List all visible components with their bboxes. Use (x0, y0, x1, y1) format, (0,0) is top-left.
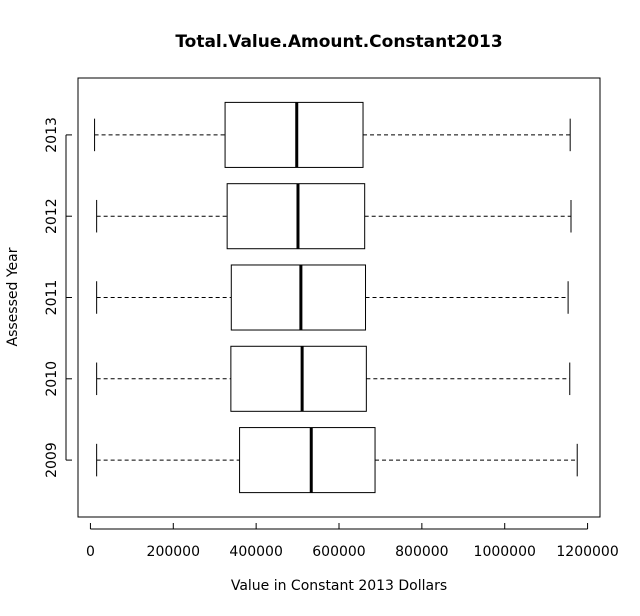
x-tick-label-5: 1000000 (474, 544, 536, 560)
iqr-box-2012 (226, 183, 366, 250)
y-axis: 2009 2010 2011 2012 2013 (44, 117, 72, 478)
boxes-layer (94, 101, 578, 494)
box-2012 (96, 183, 572, 250)
x-tick-label-6: 1200000 (556, 544, 618, 560)
x-tick-label-0: 0 (86, 544, 95, 560)
box-2011 (96, 264, 569, 331)
plot-frame (77, 77, 601, 518)
y-axis-label: Assessed Year (5, 247, 21, 346)
y-tick-label-2012: 2012 (44, 198, 60, 234)
x-axis: 0 200000 400000 600000 800000 1000000 1200000 (86, 523, 619, 560)
box-2013 (94, 101, 571, 168)
chart-title: Total.Value.Amount.Constant2013 (175, 32, 502, 52)
x-tick-label-4: 800000 (395, 544, 448, 560)
box-2010 (96, 345, 571, 412)
x-tick-label-3: 600000 (312, 544, 365, 560)
y-tick-label-2011: 2011 (44, 280, 60, 316)
box-2009 (96, 427, 578, 494)
x-tick-label-2: 400000 (229, 544, 282, 560)
iqr-box-2009 (239, 427, 376, 494)
iqr-box-2010 (230, 345, 367, 412)
x-tick-label-1: 200000 (147, 544, 200, 560)
y-tick-label-2009: 2009 (44, 442, 60, 478)
y-tick-label-2013: 2013 (44, 117, 60, 153)
iqr-box-2013 (224, 101, 364, 168)
y-tick-label-2010: 2010 (44, 361, 60, 397)
x-axis-label: Value in Constant 2013 Dollars (231, 578, 447, 594)
iqr-box-2011 (230, 264, 367, 331)
